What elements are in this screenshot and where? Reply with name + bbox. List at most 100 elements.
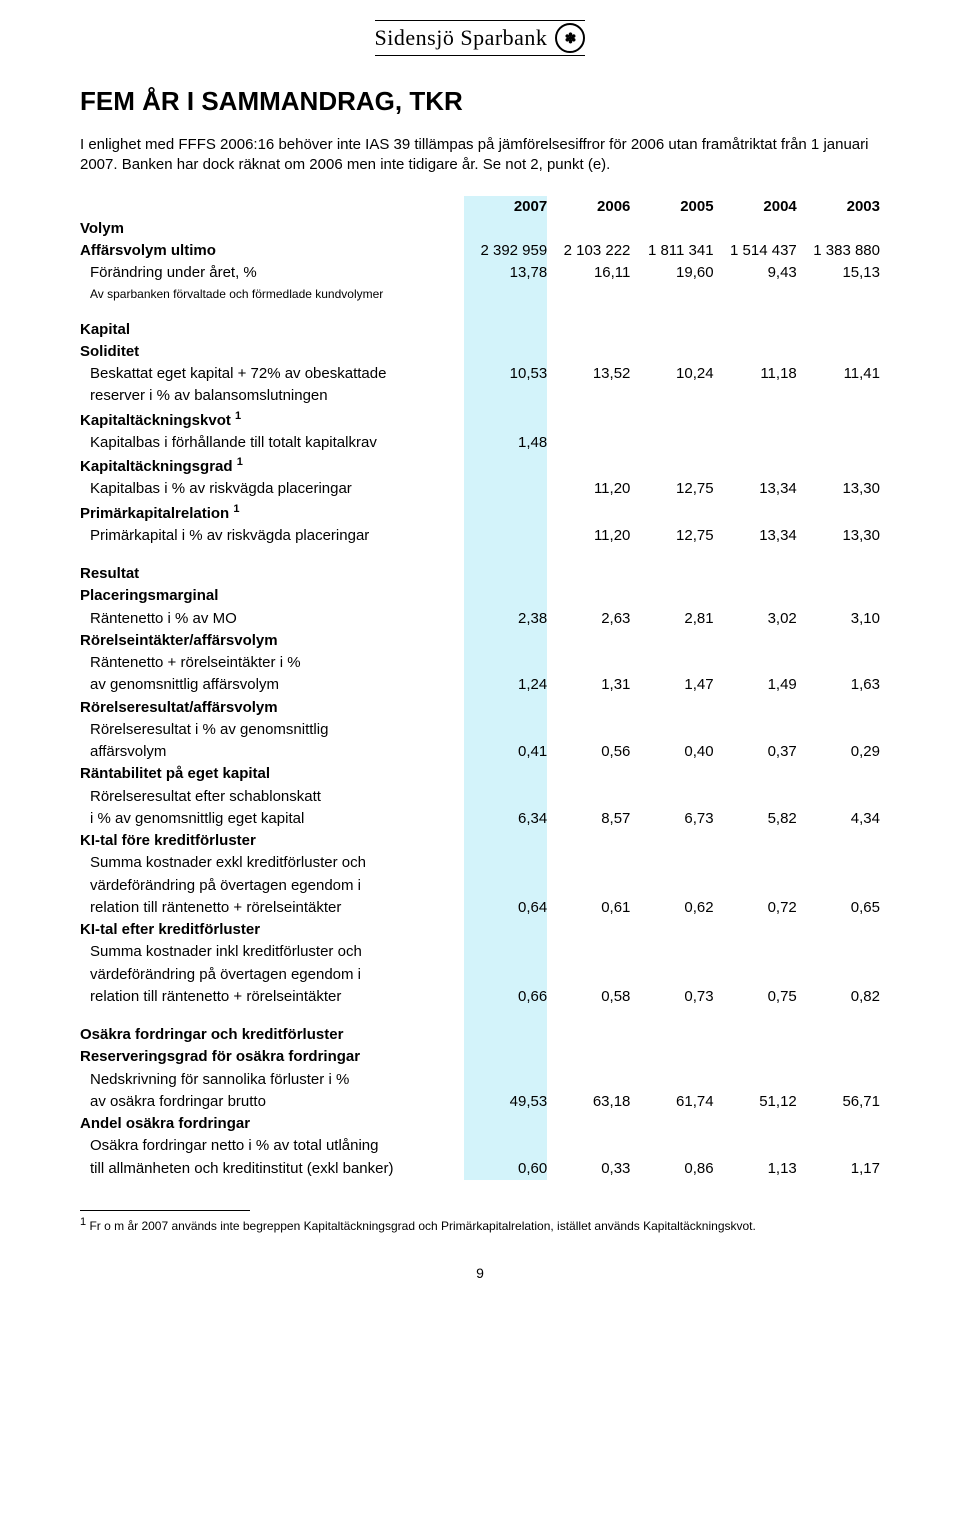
forandring-2006: 16,11 xyxy=(547,262,630,284)
beskattat-2005: 10,24 xyxy=(630,363,713,385)
volym-subnote: Av sparbanken förvaltade och förmedlade … xyxy=(80,285,464,303)
r4-h: Räntabilitet på eget kapital xyxy=(80,763,464,785)
r5-h: KI-tal före kreditförluster xyxy=(80,830,464,852)
forandring-label: Förändring under året, % xyxy=(80,262,464,284)
year-2006: 2006 xyxy=(547,196,630,218)
footnote-rule xyxy=(80,1210,250,1211)
o1-l2: av osäkra fordringar brutto xyxy=(80,1091,464,1113)
r3-h: Rörelseresultat/affärsvolym xyxy=(80,697,464,719)
prim-sub: Primärkapital i % av riskvägda placering… xyxy=(80,525,464,547)
kapkvot-label: Kapitaltäckningskvot 1 xyxy=(80,408,464,432)
osakra-header: Osäkra fordringar och kreditförluster xyxy=(80,1024,464,1046)
row-kapkvot-sub: Kapitalbas i förhållande till totalt kap… xyxy=(80,432,880,454)
bank-header: Sidensjö Sparbank ✽ xyxy=(80,20,880,56)
kapgrad-label: Kapitaltäckningsgrad 1 xyxy=(80,454,464,478)
kapital-header: Kapital xyxy=(80,319,464,341)
row-soliditet: Soliditet xyxy=(80,341,880,363)
r2-h: Rörelseintäkter/affärsvolym xyxy=(80,630,464,652)
kapgrad-2004: 13,34 xyxy=(714,478,797,500)
row-r2: av genomsnittlig affärsvolym 1,24 1,31 1… xyxy=(80,674,880,696)
affarsvolym-2006: 2 103 222 xyxy=(547,240,630,262)
r6-l1: Summa kostnader inkl kreditförluster och xyxy=(80,941,464,963)
prim-2003: 13,30 xyxy=(797,525,880,547)
row-prim: Primärkapitalrelation 1 xyxy=(80,501,880,525)
prim-2006: 11,20 xyxy=(547,525,630,547)
bank-header-inner: Sidensjö Sparbank ✽ xyxy=(375,20,586,56)
year-header-row: 2007 2006 2005 2004 2003 xyxy=(80,196,880,218)
r6-l2: värdeförändring på övertagen egendom i xyxy=(80,964,464,986)
year-2005: 2005 xyxy=(630,196,713,218)
row-r5: relation till räntenetto + rörelseintäkt… xyxy=(80,897,880,919)
section-resultat: Resultat xyxy=(80,563,880,585)
year-2004: 2004 xyxy=(714,196,797,218)
prim-2007 xyxy=(464,525,547,547)
kapkvot-2004 xyxy=(714,432,797,454)
row-kapgrad-sub: Kapitalbas i % av riskvägda placeringar … xyxy=(80,478,880,500)
intro-paragraph: I enlighet med FFFS 2006:16 behöver inte… xyxy=(80,135,880,176)
prim-2004: 13,34 xyxy=(714,525,797,547)
section-kapital: Kapital xyxy=(80,319,880,341)
beskattat-l1: Beskattat eget kapital + 72% av obeskatt… xyxy=(80,363,464,385)
beskattat-2006: 13,52 xyxy=(547,363,630,385)
o2-l1: Osäkra fordringar netto i % av total utl… xyxy=(80,1135,464,1157)
r5-l3: relation till räntenetto + rörelseintäkt… xyxy=(80,897,464,919)
o1-h: Reserveringsgrad för osäkra fordringar xyxy=(80,1046,464,1068)
kapkvot-2007: 1,48 xyxy=(464,432,547,454)
affarsvolym-label: Affärsvolym ultimo xyxy=(80,240,464,262)
kapgrad-2003: 13,30 xyxy=(797,478,880,500)
row-volym-subnote: Av sparbanken förvaltade och förmedlade … xyxy=(80,285,880,303)
row-r3: affärsvolym 0,41 0,56 0,40 0,37 0,29 xyxy=(80,741,880,763)
beskattat-2007: 10,53 xyxy=(464,363,547,385)
row-kapgrad: Kapitaltäckningsgrad 1 xyxy=(80,454,880,478)
row-affarsvolym: Affärsvolym ultimo 2 392 959 2 103 222 1… xyxy=(80,240,880,262)
affarsvolym-2007: 2 392 959 xyxy=(464,240,547,262)
r2-l2: av genomsnittlig affärsvolym xyxy=(80,674,464,696)
kapkvot-2005 xyxy=(630,432,713,454)
r3-l1: Rörelseresultat i % av genomsnittlig xyxy=(80,719,464,741)
r5-l1: Summa kostnader exkl kreditförluster och xyxy=(80,852,464,874)
r6-l3: relation till räntenetto + rörelseintäkt… xyxy=(80,986,464,1008)
bank-logo-icon: ✽ xyxy=(555,23,585,53)
year-2007: 2007 xyxy=(464,196,547,218)
o1-l1: Nedskrivning för sannolika förluster i % xyxy=(80,1069,464,1091)
bank-name: Sidensjö Sparbank xyxy=(375,25,548,51)
r5-l2: värdeförändring på övertagen egendom i xyxy=(80,875,464,897)
section-osakra: Osäkra fordringar och kreditförluster xyxy=(80,1024,880,1046)
row-o2: till allmänheten och kreditinstitut (exk… xyxy=(80,1158,880,1180)
r1-h: Placeringsmarginal xyxy=(80,585,464,607)
footnote-text: Fr o m år 2007 används inte begreppen Ka… xyxy=(86,1219,756,1233)
affarsvolym-2003: 1 383 880 xyxy=(797,240,880,262)
r1-l: Räntenetto i % av MO xyxy=(80,608,464,630)
section-volym: Volym xyxy=(80,218,880,240)
r2-l1: Räntenetto + rörelseintäkter i % xyxy=(80,652,464,674)
kapgrad-sub: Kapitalbas i % av riskvägda placeringar xyxy=(80,478,464,500)
soliditet-header: Soliditet xyxy=(80,341,464,363)
forandring-2007: 13,78 xyxy=(464,262,547,284)
kapkvot-sub: Kapitalbas i förhållande till totalt kap… xyxy=(80,432,464,454)
affarsvolym-2004: 1 514 437 xyxy=(714,240,797,262)
page-number: 9 xyxy=(80,1265,880,1281)
r4-l1: Rörelseresultat efter schablonskatt xyxy=(80,786,464,808)
prim-2005: 12,75 xyxy=(630,525,713,547)
kapkvot-2003 xyxy=(797,432,880,454)
affarsvolym-2005: 1 811 341 xyxy=(630,240,713,262)
row-r6: relation till räntenetto + rörelseintäkt… xyxy=(80,986,880,1008)
beskattat-2003: 11,41 xyxy=(797,363,880,385)
o2-l2: till allmänheten och kreditinstitut (exk… xyxy=(80,1158,464,1180)
r3-l2: affärsvolym xyxy=(80,741,464,763)
page-title: FEM ÅR I SAMMANDRAG, TKR xyxy=(80,86,880,117)
kapgrad-2006: 11,20 xyxy=(547,478,630,500)
row-r1: Räntenetto i % av MO 2,38 2,63 2,81 3,02… xyxy=(80,608,880,630)
row-prim-sub: Primärkapital i % av riskvägda placering… xyxy=(80,525,880,547)
volym-header: Volym xyxy=(80,218,464,240)
kapgrad-2007 xyxy=(464,478,547,500)
forandring-2005: 19,60 xyxy=(630,262,713,284)
year-2003: 2003 xyxy=(797,196,880,218)
row-forandring: Förändring under året, % 13,78 16,11 19,… xyxy=(80,262,880,284)
beskattat-2004: 11,18 xyxy=(714,363,797,385)
kapgrad-2005: 12,75 xyxy=(630,478,713,500)
footnote: 1 Fr o m år 2007 används inte begreppen … xyxy=(80,1215,880,1235)
forandring-2003: 15,13 xyxy=(797,262,880,284)
row-beskattat: Beskattat eget kapital + 72% av obeskatt… xyxy=(80,363,880,385)
beskattat-l2: reserver i % av balansomslutningen xyxy=(80,385,464,407)
